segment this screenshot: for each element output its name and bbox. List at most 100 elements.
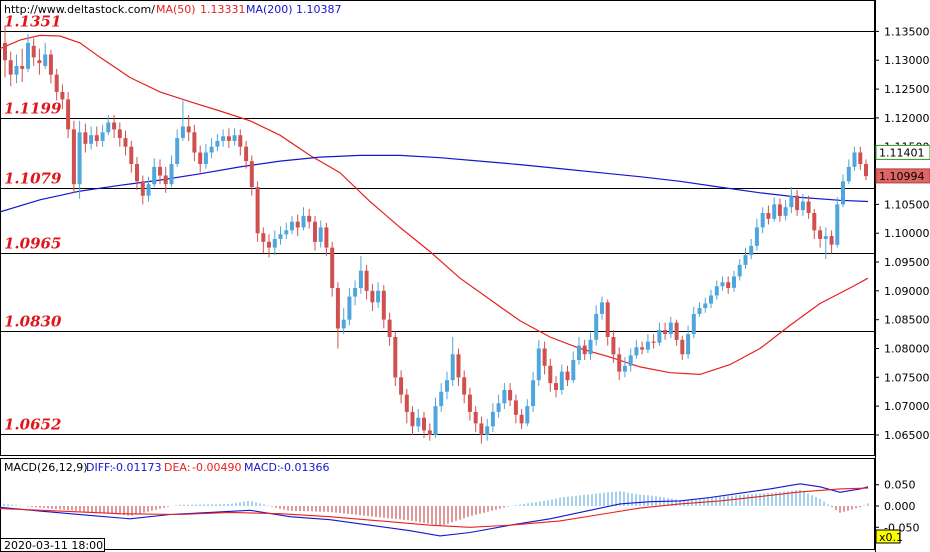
candle-body [617,354,622,372]
candle-body [3,42,7,61]
candle [789,187,794,213]
candle-body [66,99,71,130]
zoom-box[interactable] [875,529,901,544]
candle-body [743,255,748,265]
macd-axis: 0.0500.000-0.050 [875,479,919,534]
candle-body [754,227,759,246]
candle [117,122,122,147]
candle-body [100,132,105,141]
candle-body [89,135,94,144]
candle-body [26,42,30,69]
candle [818,226,823,248]
candle [743,247,748,269]
y-tick-label: 1.13000 [884,54,930,67]
candle-body [559,371,564,390]
candle-body [577,345,581,360]
candle-body [180,126,185,138]
candle-body [48,54,53,75]
candle [582,339,587,360]
candle-body [600,302,604,314]
site-url[interactable]: http://www.deltastock.com/ [4,3,155,16]
candle-body [255,187,260,234]
candle-body [605,302,610,337]
candle-body [272,239,277,248]
candle [203,143,208,169]
candle [754,218,759,251]
candle-body [169,164,174,185]
candle-body [737,264,742,277]
candle [37,48,42,75]
candle [66,91,71,139]
candle-body [376,290,381,303]
candle-body [140,181,145,196]
candle [864,159,868,181]
ma50-line [0,34,869,376]
level-label-3: 1.0965 [4,235,61,253]
zoom-label[interactable]: x0.1 [879,531,903,544]
candle [330,241,335,297]
candle-body [404,394,409,412]
candle-body [732,276,736,288]
level-label-2: 1.1079 [4,170,62,188]
candle [221,129,226,147]
candle [135,157,139,190]
macd-tick-label: 0.050 [884,479,916,492]
candle-body [353,288,358,297]
candle-body [508,390,513,401]
candle [267,234,271,258]
candle [163,166,168,193]
candle [628,348,633,372]
candle-body [152,166,157,185]
ma200-value: 1.10387 [296,3,342,16]
candle [94,126,99,147]
candle-body [94,135,99,141]
candle [525,399,530,427]
candle-body [450,354,455,381]
candle-body [680,339,685,355]
candle [502,383,507,409]
candle [554,376,558,398]
candle-body [358,270,363,288]
candle-body [301,215,306,228]
candle-body [496,403,501,412]
candle-body [8,60,13,75]
candle [714,280,719,300]
candle-body [318,227,323,242]
level-label-0: 1.1351 [4,13,61,31]
candle-body [531,380,536,407]
candle [370,283,375,311]
candle [112,115,117,139]
candle [737,259,742,281]
candle-body [703,303,708,309]
candle-body [726,282,731,288]
candle [542,341,547,375]
candle [43,42,48,69]
candle-body [651,341,656,343]
candle-body [399,377,404,395]
candle [691,307,696,339]
candle-body [513,400,518,415]
candle-body [330,247,335,288]
candle-body [645,341,650,350]
candle [232,128,237,146]
candle-body [467,394,472,412]
candle [697,302,702,317]
candle [77,120,82,199]
candle [8,51,13,87]
candle-body [668,322,673,335]
candle-body [818,230,823,239]
candle [180,100,185,141]
candle-body [502,390,507,404]
candle [634,339,639,359]
candle [766,205,771,225]
candle-body [37,60,42,64]
candle [272,230,277,256]
candle [686,325,691,359]
candle [622,357,627,378]
candle [278,226,283,245]
candle [364,264,369,300]
candle-body [267,241,271,248]
candle-body [812,213,817,231]
candle-body [663,330,668,334]
candle-body [622,365,627,372]
